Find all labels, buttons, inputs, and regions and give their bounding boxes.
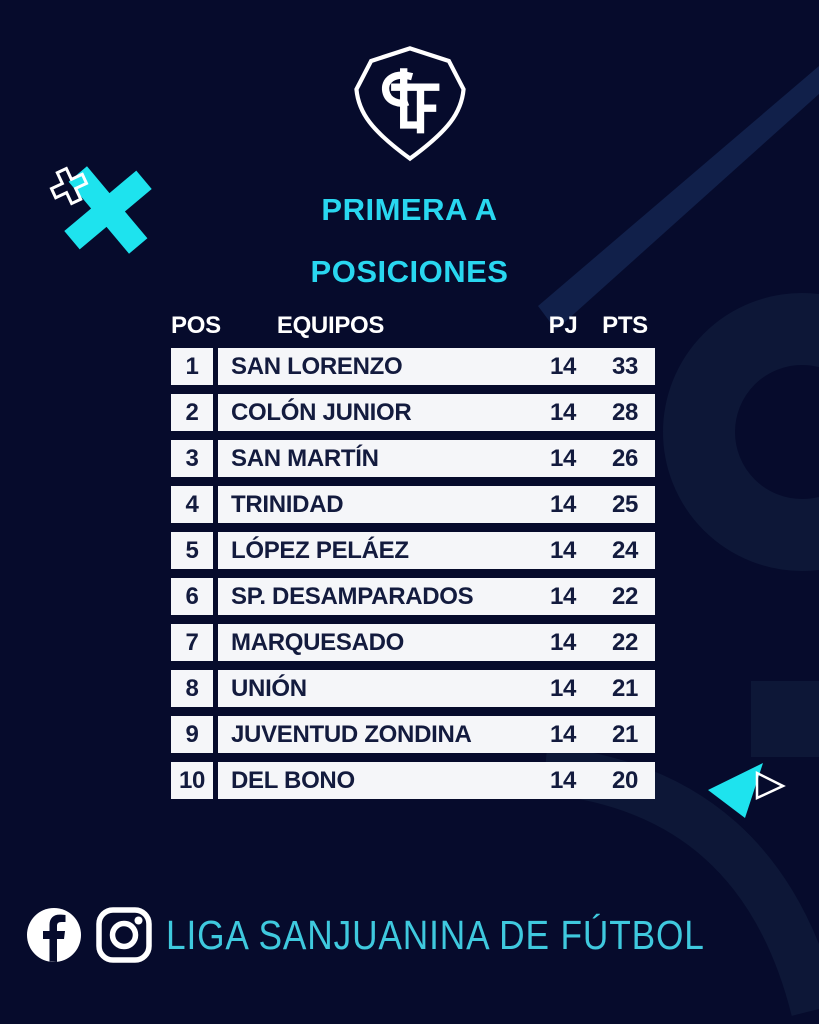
page-title: PRIMERA A <box>321 192 498 227</box>
ghost-ring <box>663 293 819 571</box>
team-cell: DEL BONO 14 20 <box>218 762 655 799</box>
matches-played: 14 <box>549 582 577 610</box>
column-header-pos: POS <box>171 312 221 339</box>
position-cell: 8 <box>171 670 213 707</box>
team-name: JUVENTUD ZONDINA <box>231 720 472 748</box>
position-cell: 2 <box>171 394 213 431</box>
position-cell: 9 <box>171 716 213 753</box>
ghost-square <box>751 681 819 757</box>
position-cell: 6 <box>171 578 213 615</box>
triangle-decoration-icon <box>708 763 786 818</box>
team-cell: MARQUESADO 14 22 <box>218 624 655 661</box>
instagram-icon <box>96 907 152 963</box>
table-row: 6 SP. DESAMPARADOS 14 22 <box>171 578 655 615</box>
team-cell: LÓPEZ PELÁEZ 14 24 <box>218 532 655 569</box>
matches-played: 14 <box>549 352 577 380</box>
table-row: 5 LÓPEZ PELÁEZ 14 24 <box>171 532 655 569</box>
matches-played: 14 <box>549 490 577 518</box>
team-name: SAN MARTÍN <box>231 444 379 472</box>
points: 24 <box>611 536 639 564</box>
position-cell: 4 <box>171 486 213 523</box>
team-cell: COLÓN JUNIOR 14 28 <box>218 394 655 431</box>
team-cell: UNIÓN 14 21 <box>218 670 655 707</box>
team-name: TRINIDAD <box>231 490 344 518</box>
position-cell: 5 <box>171 532 213 569</box>
footer: LIGA SANJUANINA DE FÚTBOL <box>0 904 819 966</box>
points: 26 <box>611 444 639 472</box>
points: 20 <box>611 766 639 794</box>
position-cell: 1 <box>171 348 213 385</box>
team-name: SAN LORENZO <box>231 352 403 380</box>
position-cell: 7 <box>171 624 213 661</box>
table-row: 10 DEL BONO 14 20 <box>171 762 655 799</box>
table-row: 1 SAN LORENZO 14 33 <box>171 348 655 385</box>
team-cell: JUVENTUD ZONDINA 14 21 <box>218 716 655 753</box>
points: 22 <box>611 582 639 610</box>
standings-table: POS EQUIPOS PJ PTS 1 SAN LORENZO 14 33 2 <box>171 312 655 808</box>
team-name: UNIÓN <box>231 674 307 702</box>
points: 25 <box>611 490 639 518</box>
matches-played: 14 <box>549 444 577 472</box>
club-crest <box>347 38 473 170</box>
points: 22 <box>611 628 639 656</box>
points: 28 <box>611 398 639 426</box>
points: 33 <box>611 352 639 380</box>
table-row: 8 UNIÓN 14 21 <box>171 670 655 707</box>
table-row: 2 COLÓN JUNIOR 14 28 <box>171 394 655 431</box>
column-header-pj: PJ <box>548 312 578 339</box>
facebook-icon <box>27 908 82 962</box>
points: 21 <box>611 720 639 748</box>
team-name: DEL BONO <box>231 766 355 794</box>
column-header-equipos: EQUIPOS <box>276 312 385 339</box>
position-cell: 10 <box>171 762 213 799</box>
matches-played: 14 <box>549 536 577 564</box>
table-row: 9 JUVENTUD ZONDINA 14 21 <box>171 716 655 753</box>
table-header-row: POS EQUIPOS PJ PTS <box>171 312 655 340</box>
matches-played: 14 <box>549 398 577 426</box>
matches-played: 14 <box>549 766 577 794</box>
shield-monogram-icon <box>354 46 466 162</box>
team-cell: SP. DESAMPARADOS 14 22 <box>218 578 655 615</box>
table-row: 3 SAN MARTÍN 14 26 <box>171 440 655 477</box>
brand-name: LIGA SANJUANINA DE FÚTBOL <box>166 911 706 958</box>
team-name: SP. DESAMPARADOS <box>231 582 474 610</box>
matches-played: 14 <box>549 674 577 702</box>
team-cell: SAN LORENZO 14 33 <box>218 348 655 385</box>
team-name: MARQUESADO <box>231 628 405 656</box>
matches-played: 14 <box>549 720 577 748</box>
team-name: LÓPEZ PELÁEZ <box>231 536 409 564</box>
matches-played: 14 <box>549 628 577 656</box>
table-row: 4 TRINIDAD 14 25 <box>171 486 655 523</box>
table-body: 1 SAN LORENZO 14 33 2 COLÓN JUNIOR 14 28 <box>171 348 655 799</box>
column-header-pts: PTS <box>602 312 648 339</box>
team-name: COLÓN JUNIOR <box>231 398 412 426</box>
team-cell: SAN MARTÍN 14 26 <box>218 440 655 477</box>
team-cell: TRINIDAD 14 25 <box>218 486 655 523</box>
x-decoration-icon <box>49 166 152 254</box>
points: 21 <box>611 674 639 702</box>
page-subtitle: POSICIONES <box>310 254 509 289</box>
table-row: 7 MARQUESADO 14 22 <box>171 624 655 661</box>
position-cell: 3 <box>171 440 213 477</box>
